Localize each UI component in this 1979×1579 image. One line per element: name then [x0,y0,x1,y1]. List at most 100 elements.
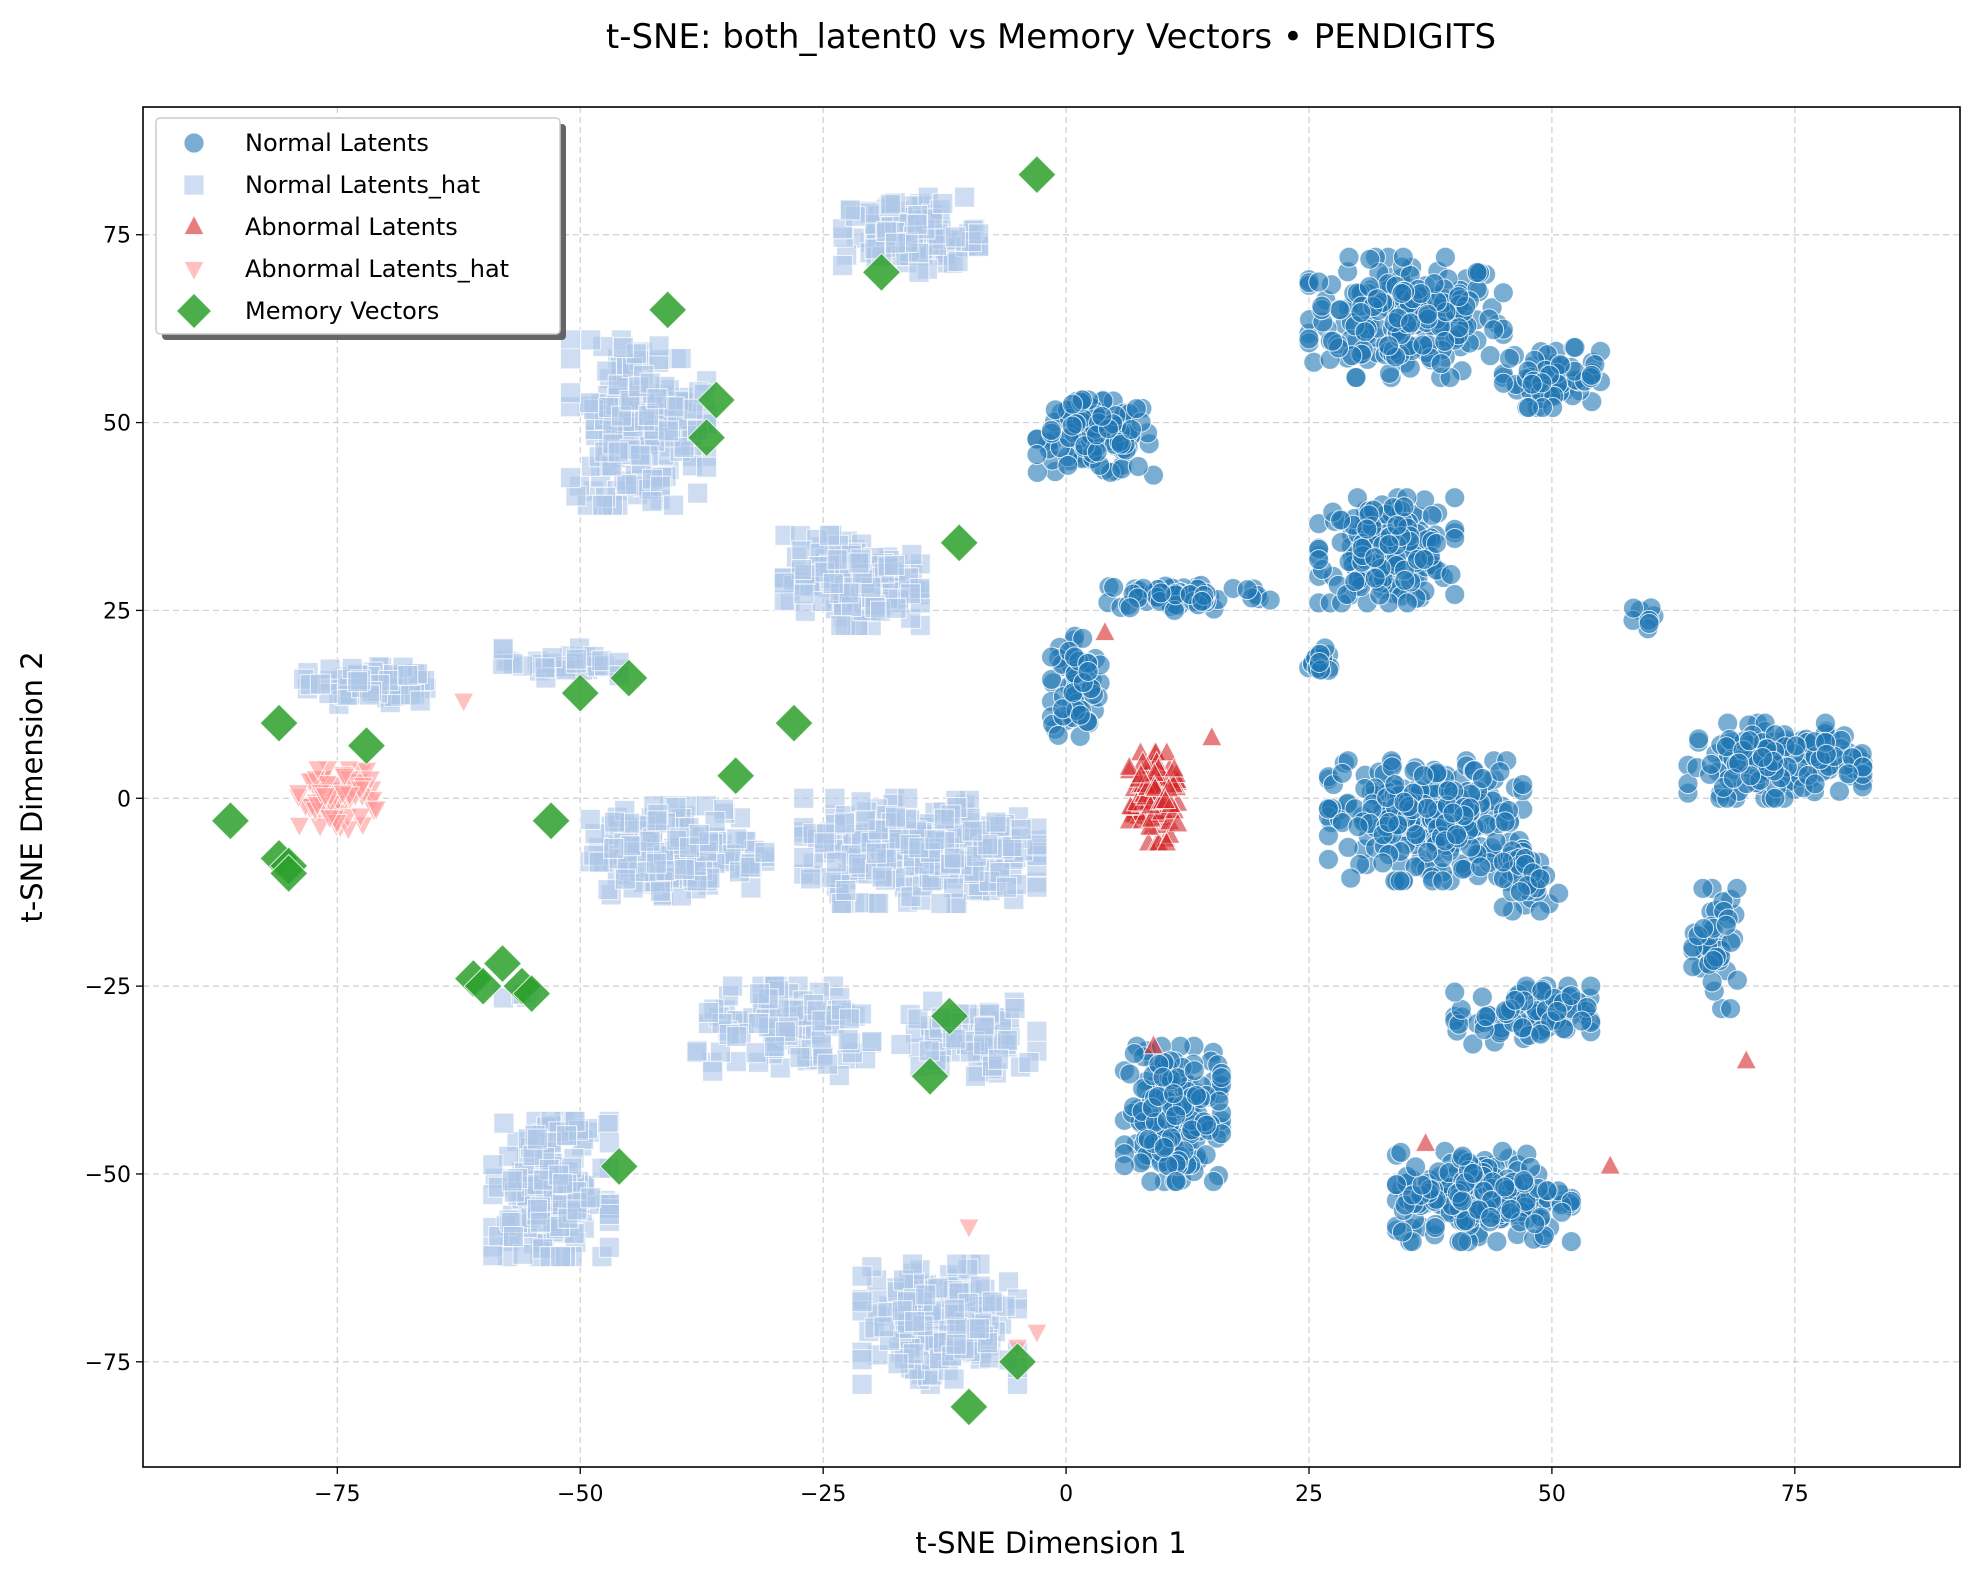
data-point [686,1041,708,1063]
data-point [1693,918,1715,940]
data-point [985,811,1007,833]
data-point [826,549,848,571]
data-point [657,420,679,442]
data-point [1475,1006,1497,1028]
data-point [1120,418,1142,440]
data-point [1125,398,1147,420]
data-point [1424,1217,1446,1239]
data-point [1069,704,1091,726]
data-point [397,664,419,686]
legend-label: Normal Latents_hat [245,171,480,199]
data-point [607,441,629,463]
data-point [1337,836,1359,858]
data-point [1437,780,1459,802]
y-tick-label: 75 [103,224,131,249]
data-point [1411,1174,1433,1196]
data-point [1494,811,1516,833]
data-point [988,1048,1010,1070]
data-point [884,232,906,254]
data-point [868,892,890,914]
data-point [1344,571,1366,593]
data-point [1504,989,1526,1011]
data-point [1372,852,1394,874]
data-point [1330,509,1352,531]
data-point [1150,582,1172,604]
data-point [1494,1176,1516,1198]
data-point [1715,914,1737,936]
data-point [1444,584,1466,606]
data-point [854,810,876,832]
data-point [904,1311,926,1333]
data-point [906,213,928,235]
data-point [947,251,969,273]
data-point [1308,271,1330,293]
data-point [1701,971,1723,993]
data-point [1738,730,1760,752]
data-point [1062,393,1084,415]
data-point [1412,334,1434,356]
data-point [565,648,587,670]
data-point [1521,373,1543,395]
data-point [996,876,1018,898]
data-point [826,851,848,873]
data-point [793,583,815,605]
data-point [1123,1043,1145,1065]
data-point [789,1047,811,1069]
data-point [837,1029,859,1051]
data-point [1417,841,1439,863]
data-point [1440,564,1462,586]
data-point [646,388,668,410]
y-tick-label: −50 [85,1163,131,1188]
data-point [1040,420,1062,442]
data-point [1331,762,1353,784]
data-point [1417,303,1439,325]
data-point [1340,867,1362,889]
data-point [1127,456,1149,478]
data-point [1560,985,1582,1007]
data-point [1400,312,1422,334]
data-point [1425,532,1447,554]
data-point [1384,774,1406,796]
data-point [813,832,835,854]
x-tick-label: 0 [1059,1482,1073,1507]
data-point [1208,1090,1230,1112]
legend: Normal Latents Normal Latents_hat Abnormal… [155,117,566,340]
data-point [1298,328,1320,350]
data-point [1536,1180,1558,1202]
data-point [930,892,952,914]
data-point [1195,1114,1217,1136]
data-point [726,828,748,850]
data-point [1451,1190,1473,1212]
data-point [1140,1170,1162,1192]
data-point [1413,548,1435,570]
data-point [1580,364,1602,386]
legend-label: Abnormal Latents [245,213,458,241]
data-point [1442,802,1464,824]
data-point [1452,858,1474,880]
data-point [1236,579,1258,601]
data-point [1308,549,1330,571]
data-point [580,1187,602,1209]
data-point [649,880,671,902]
x-tick-label: −25 [800,1482,846,1507]
data-point [943,847,965,869]
data-point [1529,900,1551,922]
data-point [1513,1170,1535,1192]
data-point [1571,1010,1593,1032]
data-point [1350,301,1372,323]
data-point [1434,330,1456,352]
data-point [897,787,919,809]
x-tick-label: 75 [1781,1482,1809,1507]
data-point [764,1036,786,1058]
data-point [1434,246,1456,268]
data-point [726,1025,748,1047]
legend-marker [183,174,205,196]
data-point [1462,1162,1484,1184]
data-point [1338,246,1360,268]
data-point [645,852,667,874]
data-point [1700,753,1722,775]
data-point [663,494,685,516]
data-point [1728,752,1750,774]
data-point [1412,765,1434,787]
data-point [722,975,744,997]
